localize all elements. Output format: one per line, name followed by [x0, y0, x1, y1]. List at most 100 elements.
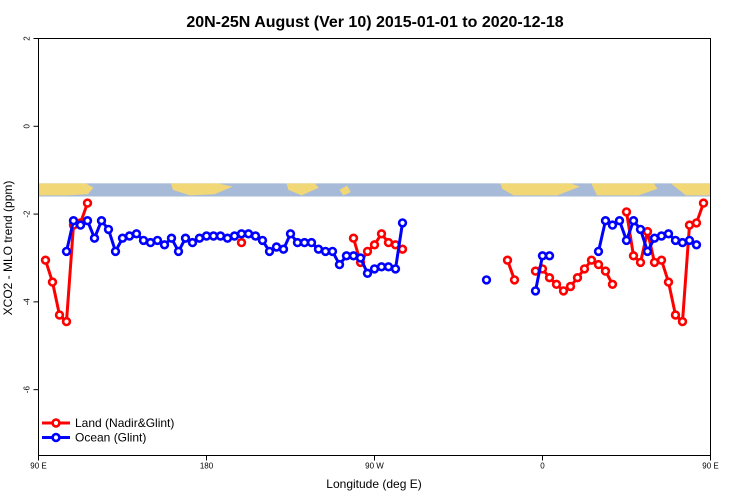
data-point	[355, 253, 366, 263]
map-band	[38, 183, 711, 197]
data-point	[551, 279, 562, 289]
data-point	[663, 277, 674, 287]
map-land-4	[500, 183, 580, 196]
data-point	[663, 229, 674, 239]
data-point	[621, 235, 632, 246]
data-point	[698, 198, 709, 208]
data-point	[68, 216, 79, 226]
x-tick-label: 0	[540, 462, 545, 471]
y-axis-label: XCO2 - MLO trend (ppm)	[1, 181, 15, 316]
y-tick-label: 0	[23, 124, 32, 129]
data-point	[656, 255, 667, 265]
data-point	[376, 229, 387, 239]
y-tick-label: -6	[23, 386, 32, 394]
data-point	[166, 233, 177, 243]
data-point	[369, 240, 380, 250]
data-point	[628, 216, 639, 226]
data-point	[236, 237, 247, 248]
data-point	[621, 207, 632, 217]
series-layer	[40, 198, 709, 327]
data-point	[600, 266, 611, 276]
y-tick-label: -2	[23, 210, 32, 218]
data-point	[593, 246, 604, 257]
data-point	[558, 286, 569, 296]
legend-item: Land (Nadir&Glint)	[42, 416, 174, 430]
map-land-3	[339, 185, 351, 196]
legend-marker	[51, 432, 61, 443]
data-point	[579, 264, 590, 274]
data-point	[593, 259, 604, 270]
data-point	[82, 216, 93, 226]
data-point	[607, 220, 618, 230]
data-point	[278, 244, 289, 254]
data-point	[173, 246, 184, 257]
data-point	[481, 275, 492, 285]
data-point	[691, 240, 702, 250]
map-land-1	[171, 183, 233, 196]
y-tick-label: 2	[23, 36, 32, 41]
data-point	[103, 224, 114, 235]
data-point	[257, 235, 268, 246]
data-point	[586, 255, 597, 265]
data-point	[607, 279, 618, 289]
data-point	[362, 246, 373, 257]
legend: Land (Nadir&Glint)Ocean (Glint)	[42, 416, 174, 445]
data-point	[635, 224, 646, 235]
data-point	[390, 264, 401, 274]
data-point	[600, 216, 611, 226]
data-point	[285, 229, 296, 239]
legend-label: Ocean (Glint)	[75, 431, 146, 445]
legend-item: Ocean (Glint)	[42, 431, 146, 445]
x-tick-label: 180	[200, 462, 214, 471]
data-point	[250, 231, 261, 241]
x-tick-label: 90 E	[702, 462, 718, 471]
data-point	[348, 233, 359, 243]
data-point	[152, 235, 163, 246]
map-land-5	[591, 183, 658, 196]
data-point	[614, 216, 625, 226]
data-point	[264, 246, 275, 257]
data-point	[159, 240, 170, 250]
legend-marker	[51, 418, 61, 428]
data-point	[61, 246, 72, 257]
map-land-6	[670, 183, 711, 196]
data-point	[635, 257, 646, 268]
x-tick-label: 90 W	[365, 462, 384, 471]
data-point	[544, 273, 555, 283]
data-point	[327, 246, 338, 257]
data-point	[96, 216, 107, 226]
data-point	[565, 281, 576, 292]
y-tick-label: -4	[23, 298, 32, 306]
data-point	[89, 233, 100, 243]
x-tick-label: 90 E	[30, 462, 46, 471]
data-point	[61, 316, 72, 327]
legend-label: Land (Nadir&Glint)	[75, 416, 174, 430]
data-point	[509, 275, 520, 285]
data-point	[691, 218, 702, 228]
map-land-2	[286, 183, 319, 196]
data-point	[334, 259, 345, 270]
data-point	[306, 237, 317, 248]
map-land-0	[38, 183, 94, 196]
data-point	[40, 255, 51, 265]
data-point	[180, 233, 191, 243]
data-point	[110, 246, 121, 257]
series-1	[61, 216, 702, 296]
data-point	[544, 251, 555, 261]
chart-title: 20N-25N August (Ver 10) 2015-01-01 to 20…	[186, 14, 563, 31]
data-point	[530, 286, 541, 296]
data-point	[572, 273, 583, 283]
data-point	[75, 220, 86, 230]
data-point	[670, 310, 681, 320]
data-point	[131, 229, 142, 239]
data-point	[47, 277, 58, 287]
x-axis-label: Longitude (deg E)	[326, 477, 421, 491]
data-point	[54, 310, 65, 320]
data-point	[677, 316, 688, 327]
data-point	[187, 237, 198, 248]
data-point	[628, 251, 639, 261]
data-point	[397, 218, 408, 228]
data-point	[684, 235, 695, 246]
